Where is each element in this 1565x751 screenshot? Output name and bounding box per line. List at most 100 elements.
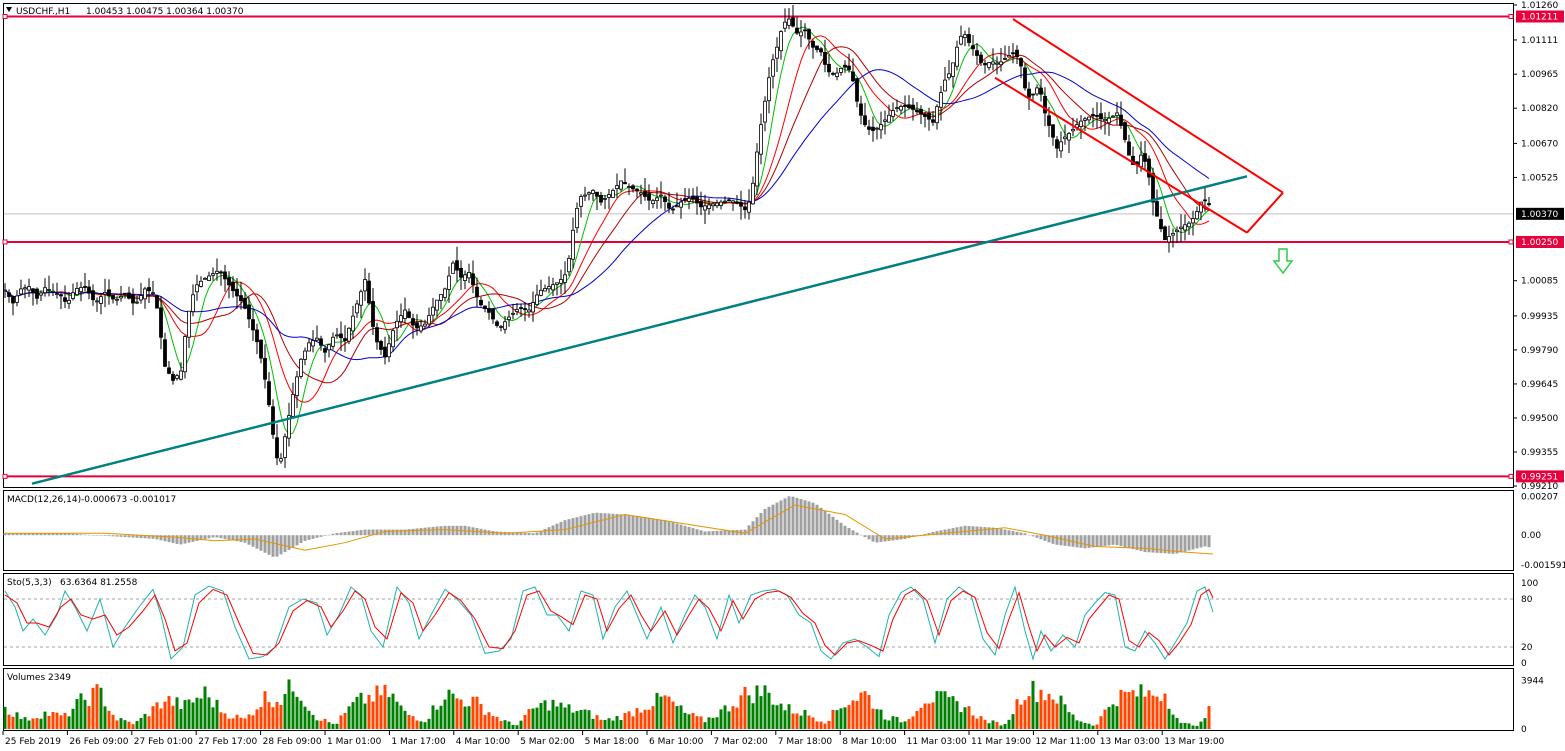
volume-bar — [23, 717, 27, 729]
candle-body — [447, 275, 451, 290]
candle-body — [1083, 118, 1087, 121]
macd-histogram-bar — [603, 513, 607, 536]
macd-histogram-bar — [1043, 535, 1047, 541]
volume-bar — [1063, 704, 1067, 729]
macd-histogram-bar — [403, 529, 407, 536]
volume-bar — [691, 712, 695, 729]
candle-body — [491, 308, 495, 320]
candle-body — [1107, 117, 1111, 124]
candle-body — [127, 292, 131, 299]
candle-body — [775, 46, 779, 59]
macd-histogram-bar — [331, 533, 335, 536]
macd-histogram-bar — [151, 535, 155, 539]
macd-histogram-bar — [35, 533, 39, 536]
candle-body — [527, 309, 531, 313]
candle-body — [1123, 122, 1127, 140]
macd-histogram-bar — [1203, 535, 1207, 547]
price-tick-label: 0.99210 — [1521, 482, 1558, 492]
volume-bar — [343, 713, 347, 729]
macd-tick-label: -0.001591 — [1521, 561, 1565, 571]
candle-body — [199, 280, 203, 287]
candle-body — [59, 294, 63, 297]
channel-upper-line — [1012, 18, 1284, 194]
macd-histogram-bar — [699, 530, 703, 536]
candle-body — [687, 197, 691, 202]
volume-bar — [799, 715, 803, 729]
candle-body — [327, 344, 331, 351]
candle-body — [107, 289, 111, 297]
volume-bar — [107, 710, 111, 729]
volume-bar — [751, 703, 755, 729]
candle-body — [283, 436, 287, 458]
volume-bar — [251, 715, 255, 729]
candle-body — [1131, 155, 1135, 165]
macd-pane-border — [3, 490, 1514, 571]
candle-body — [207, 275, 211, 281]
candle-body — [1031, 93, 1035, 96]
volume-bar — [1175, 717, 1179, 729]
candle-body — [511, 312, 515, 315]
volume-bar — [975, 718, 979, 729]
macd-histogram-bar — [95, 535, 99, 536]
symbol-menu-arrow-icon[interactable] — [6, 7, 12, 12]
candle-body — [831, 72, 835, 75]
moving-average-line — [4, 26, 1210, 436]
macd-histogram-bar — [91, 535, 95, 536]
volume-bar — [831, 709, 835, 729]
candle-body — [71, 292, 75, 299]
candle-body — [967, 34, 971, 43]
time-tick-label: 13 Mar 19:00 — [1164, 737, 1224, 747]
candle-body — [683, 198, 687, 201]
candle-body — [167, 367, 171, 374]
volume-bar — [231, 718, 235, 729]
volume-bar — [87, 706, 91, 729]
candle-body — [799, 31, 803, 37]
macd-histogram-bar — [1035, 535, 1039, 538]
candle-body — [171, 373, 175, 381]
macd-histogram-bar — [651, 518, 655, 536]
macd-histogram-bar — [1107, 535, 1111, 546]
candle-body — [651, 200, 655, 205]
level-handle — [2, 13, 8, 19]
volume-bar — [779, 703, 783, 729]
macd-histogram-bar — [515, 532, 519, 536]
candle-body — [1155, 201, 1159, 217]
candle-body — [427, 315, 431, 325]
macd-histogram-bar — [1167, 535, 1171, 554]
candle-body — [263, 357, 267, 380]
price-pane — [2, 4, 1514, 485]
candle-body — [1063, 136, 1067, 140]
volume-bar — [595, 715, 599, 729]
candle-body — [807, 29, 811, 40]
volume-bar — [463, 706, 467, 729]
macd-histogram-bar — [1151, 535, 1155, 553]
volume-bar — [487, 712, 491, 729]
volume-bar — [263, 691, 267, 729]
macd-histogram-bar — [51, 533, 55, 536]
macd-histogram-bar — [443, 525, 447, 536]
macd-histogram-bar — [83, 534, 87, 536]
candle-body — [743, 206, 747, 211]
volume-bar — [415, 720, 419, 729]
volume-bar — [915, 711, 919, 729]
macd-histogram-bar — [595, 512, 599, 536]
volume-bar — [627, 711, 631, 729]
macd-histogram-bar — [643, 517, 647, 536]
volume-bar — [979, 716, 983, 729]
volume-bar — [307, 710, 311, 729]
macd-histogram-bar — [1079, 535, 1083, 548]
candle-body — [31, 288, 35, 293]
macd-histogram-bar — [1015, 531, 1019, 536]
candle-body — [147, 287, 151, 292]
macd-histogram-bar — [611, 513, 615, 536]
candle-body — [563, 274, 567, 283]
volume-bar — [667, 696, 671, 729]
volume-bar — [711, 717, 715, 729]
volume-bar — [963, 707, 967, 729]
candle-body — [767, 77, 771, 102]
macd-histogram-bar — [159, 535, 163, 541]
volume-bar — [1195, 725, 1199, 729]
volume-bar — [643, 709, 647, 729]
volume-bar — [271, 707, 275, 729]
